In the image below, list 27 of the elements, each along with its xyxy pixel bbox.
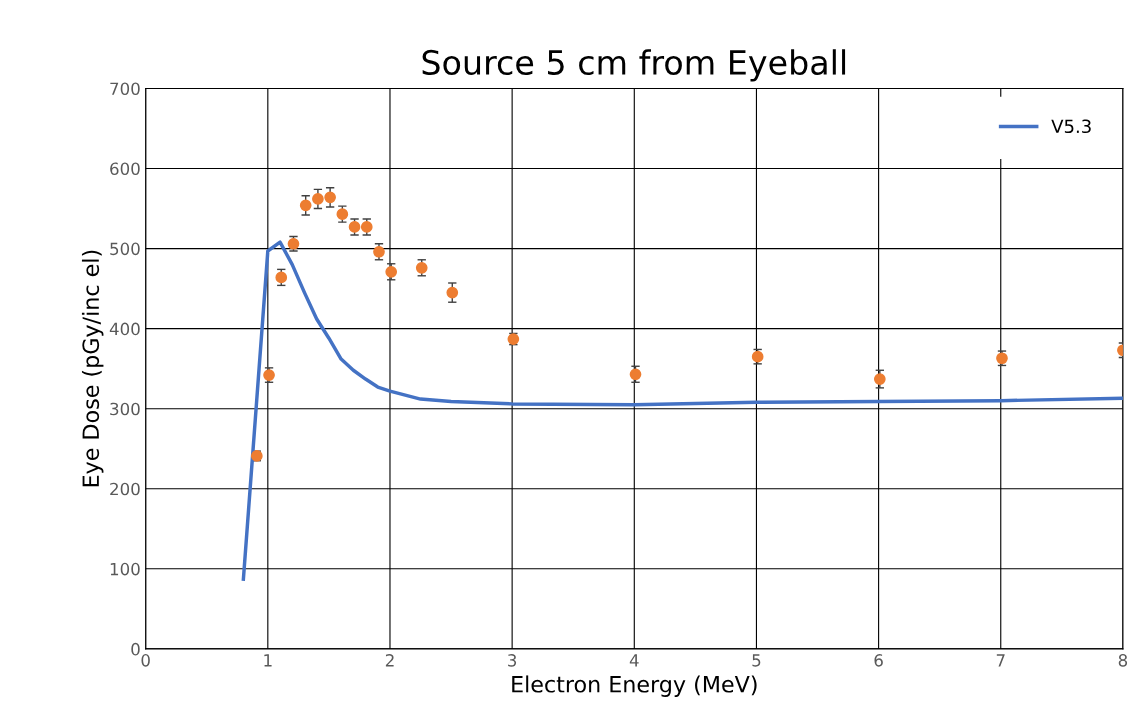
point	[299, 199, 312, 212]
y-axis-title: Eye Dose (pGy/inc el)	[81, 250, 104, 487]
x-tick-label: 1	[264, 654, 272, 667]
y-tick-label: 200	[110, 482, 140, 496]
line-series	[241, 240, 1123, 581]
point	[324, 191, 336, 204]
point	[446, 286, 459, 299]
y-tick-label: 100	[110, 562, 140, 576]
point	[312, 193, 324, 205]
y-tick-label: 0	[131, 642, 140, 656]
y-tick-label: 300	[110, 402, 140, 416]
y-tick-label: 600	[110, 162, 140, 176]
y-tick-label: 400	[109, 322, 140, 336]
x-tick-label: 4	[629, 654, 639, 667]
x-tick-label: 0	[141, 654, 150, 667]
x-tick-label: 7	[996, 654, 1005, 667]
x-axis-title: Electron Energy (MeV)	[512, 675, 757, 697]
x-tick-label: 2	[385, 654, 394, 667]
y-tick-label: 500	[110, 242, 140, 256]
x-tick-label: 6	[874, 654, 883, 667]
x-tick-label: 3	[508, 654, 517, 667]
x-tick-label: 5	[752, 654, 761, 667]
y-tick-label: 700	[110, 82, 140, 96]
chart-title: Source 5 cm from Eyeball	[422, 49, 846, 82]
x-tick-label: 8	[1118, 654, 1128, 667]
point	[873, 373, 886, 385]
legend-label: V5.3	[1051, 119, 1091, 134]
